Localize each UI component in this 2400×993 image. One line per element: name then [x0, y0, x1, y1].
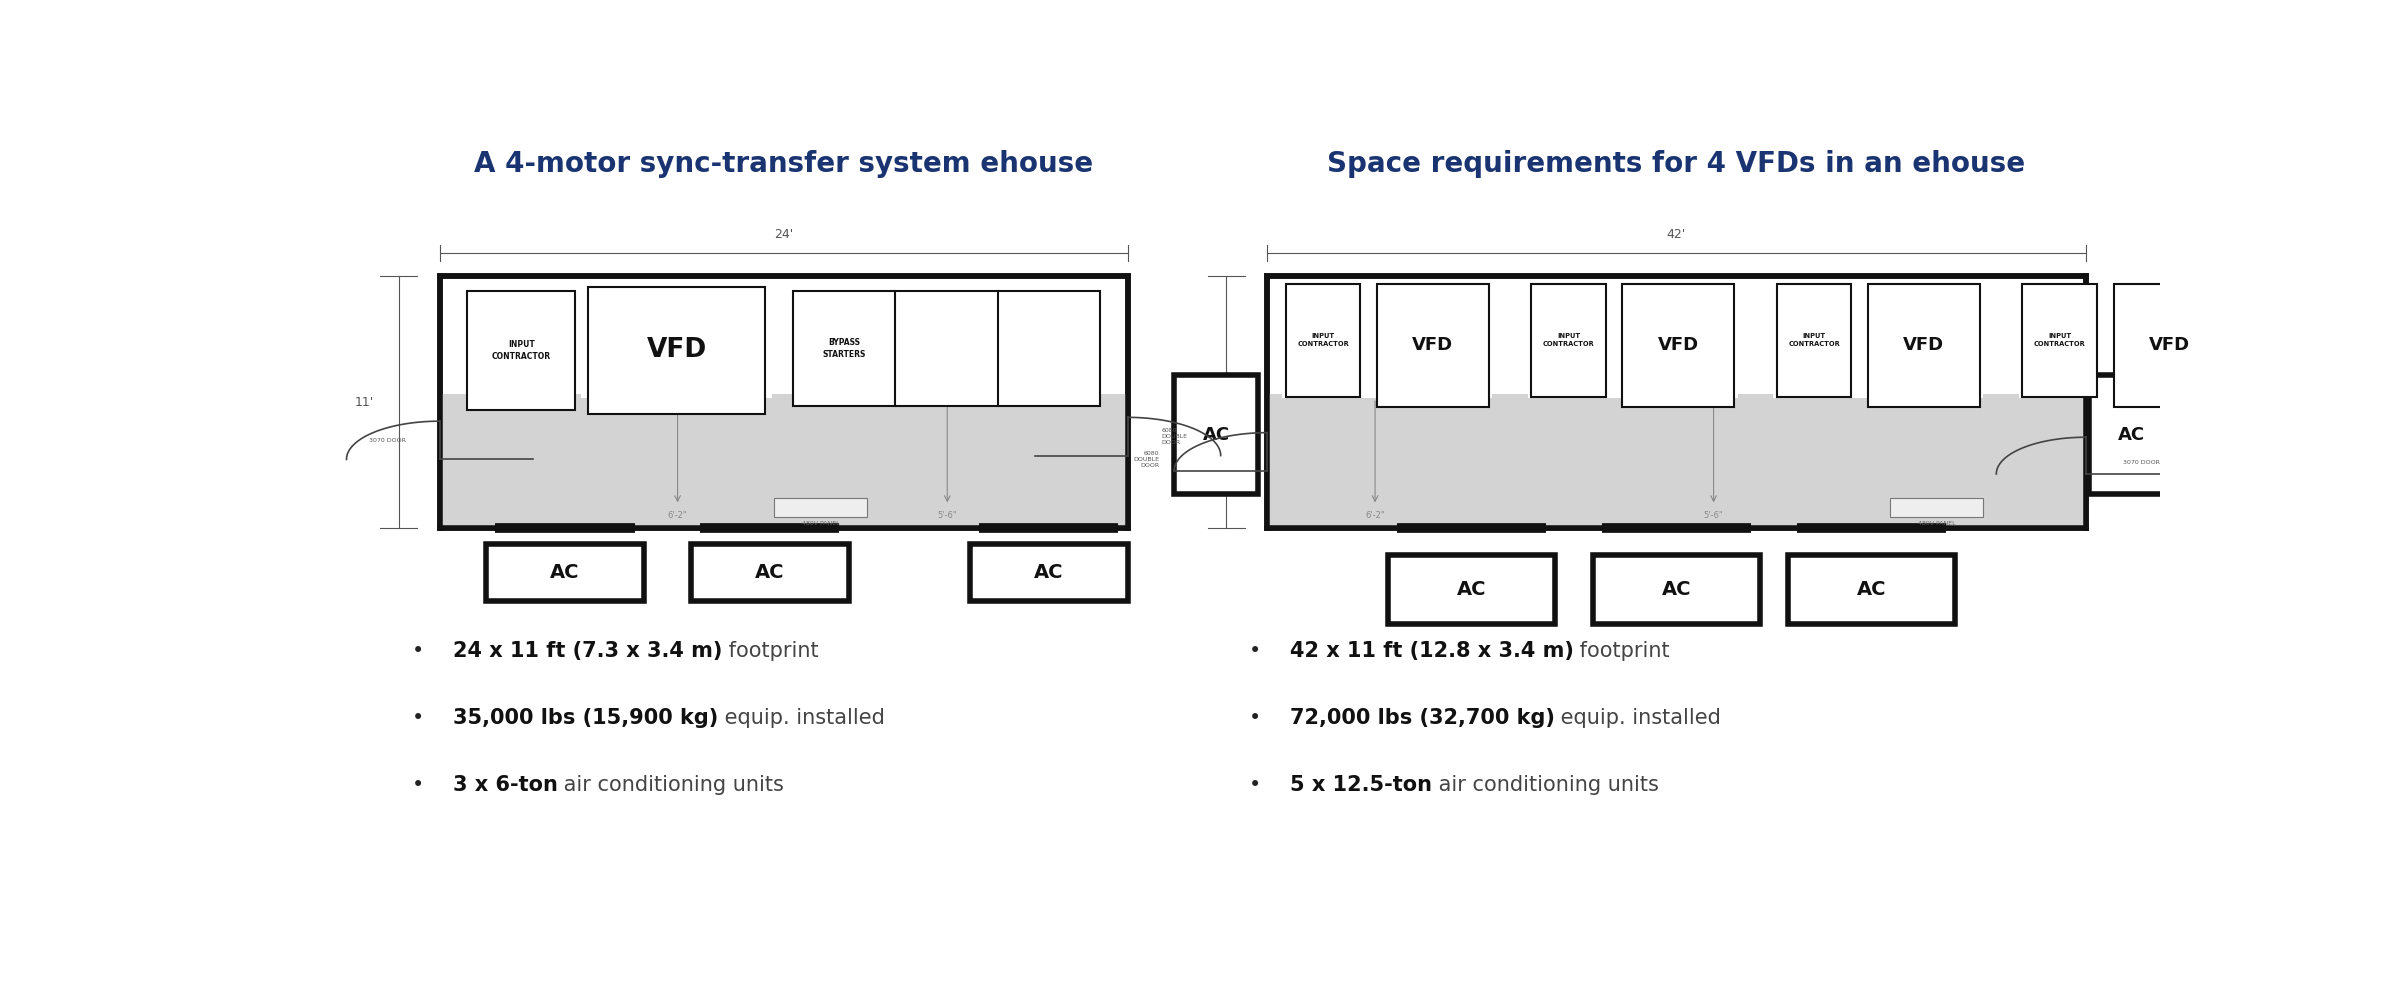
Text: INPUT
CONTRACTOR: INPUT CONTRACTOR — [492, 341, 552, 360]
Bar — [1378, 284, 1488, 407]
Bar — [797, 360, 890, 398]
Text: 42 x 11 ft (12.8 x 3.4 m): 42 x 11 ft (12.8 x 3.4 m) — [1289, 640, 1574, 660]
Text: footprint: footprint — [722, 640, 818, 660]
Text: equip. installed: equip. installed — [718, 708, 886, 728]
Bar — [1286, 284, 1361, 397]
Text: •: • — [413, 708, 425, 728]
Text: AC: AC — [2117, 426, 2146, 444]
Bar — [2018, 360, 2230, 398]
Bar — [1531, 284, 1606, 397]
Text: •: • — [413, 640, 425, 660]
Text: Space requirements for 4 VFDs in an ehouse: Space requirements for 4 VFDs in an ehou… — [1327, 150, 2026, 178]
Bar — [439, 394, 1128, 528]
Bar — [2023, 284, 2098, 397]
Bar — [1267, 394, 2086, 528]
Text: 5'-6": 5'-6" — [938, 511, 958, 520]
Text: 5'-6": 5'-6" — [1704, 511, 1723, 520]
Bar — [588, 287, 766, 413]
Text: VFD: VFD — [646, 338, 706, 363]
Text: •: • — [1248, 640, 1260, 660]
Text: •: • — [413, 776, 425, 795]
Text: AC: AC — [550, 563, 581, 582]
Text: footprint: footprint — [1574, 640, 1670, 660]
Text: INPUT
CONTRACTOR: INPUT CONTRACTOR — [1543, 334, 1594, 347]
Text: AC: AC — [1661, 580, 1692, 599]
Bar — [485, 543, 643, 601]
Bar — [1776, 284, 1850, 397]
Bar — [1867, 284, 1980, 407]
Bar — [970, 543, 1128, 601]
Bar — [439, 276, 1128, 528]
Text: INPUT
CONTRACTOR: INPUT CONTRACTOR — [2033, 334, 2086, 347]
Text: 72,000 lbs (32,700 kg): 72,000 lbs (32,700 kg) — [1289, 708, 1555, 728]
Text: VFD: VFD — [1411, 337, 1454, 355]
Bar — [468, 291, 576, 410]
Bar — [1774, 360, 1982, 398]
Text: 3070 DOOR: 3070 DOOR — [2124, 461, 2160, 466]
Bar — [1174, 375, 1258, 494]
Bar — [775, 497, 866, 516]
Text: AC: AC — [1457, 580, 1486, 599]
Text: 5 x 12.5-ton: 5 x 12.5-ton — [1289, 776, 1430, 795]
Bar — [1387, 555, 1555, 624]
Text: 3070 DOOR: 3070 DOOR — [370, 438, 406, 443]
Text: •: • — [1248, 776, 1260, 795]
Text: A 4-motor sync-transfer system ehouse: A 4-motor sync-transfer system ehouse — [475, 150, 1092, 178]
Bar — [792, 291, 1099, 406]
Text: 6'-2": 6'-2" — [1366, 511, 1385, 520]
Text: INPUT
CONTRACTOR: INPUT CONTRACTOR — [1296, 334, 1349, 347]
Bar — [900, 360, 994, 398]
Text: 480V PANEL: 480V PANEL — [1918, 521, 1956, 526]
Text: 11': 11' — [355, 395, 374, 408]
Text: 24': 24' — [773, 227, 794, 240]
Text: BYPASS
STARTERS: BYPASS STARTERS — [823, 339, 866, 358]
Text: 480V PANEL: 480V PANEL — [802, 521, 840, 526]
Text: 35,000 lbs (15,900 kg): 35,000 lbs (15,900 kg) — [454, 708, 718, 728]
Text: 6080
DOUBLE
DOOR: 6080 DOUBLE DOOR — [1162, 428, 1188, 445]
Text: equip. installed: equip. installed — [1555, 708, 1721, 728]
Text: 6'-2": 6'-2" — [667, 511, 686, 520]
Text: VFD: VFD — [1658, 337, 1699, 355]
Bar — [1001, 360, 1097, 398]
Text: AC: AC — [1034, 563, 1063, 582]
Bar — [1594, 555, 1759, 624]
Bar — [1282, 360, 1493, 398]
Text: AC: AC — [756, 563, 785, 582]
Bar — [1267, 276, 2086, 528]
Bar — [581, 360, 773, 398]
Bar — [691, 543, 850, 601]
Bar — [1622, 284, 1735, 407]
Bar — [1529, 360, 1738, 398]
Text: 11': 11' — [1183, 395, 1202, 408]
Text: 6080
DOUBLE
DOOR: 6080 DOUBLE DOOR — [1133, 451, 1159, 468]
Text: 24 x 11 ft (7.3 x 3.4 m): 24 x 11 ft (7.3 x 3.4 m) — [454, 640, 722, 660]
Text: 3 x 6-ton: 3 x 6-ton — [454, 776, 557, 795]
Text: 42': 42' — [1666, 227, 1687, 240]
Text: INPUT
CONTRACTOR: INPUT CONTRACTOR — [1788, 334, 1841, 347]
Bar — [2090, 375, 2172, 494]
Bar — [2114, 284, 2225, 407]
Text: AC: AC — [1858, 580, 1886, 599]
Text: AC: AC — [1202, 426, 1229, 444]
Text: VFD: VFD — [2148, 337, 2189, 355]
Text: •: • — [1248, 708, 1260, 728]
Text: air conditioning units: air conditioning units — [557, 776, 785, 795]
Bar — [1788, 555, 1956, 624]
Text: air conditioning units: air conditioning units — [1430, 776, 1658, 795]
Bar — [1891, 497, 1982, 516]
Text: VFD: VFD — [1903, 337, 1944, 355]
